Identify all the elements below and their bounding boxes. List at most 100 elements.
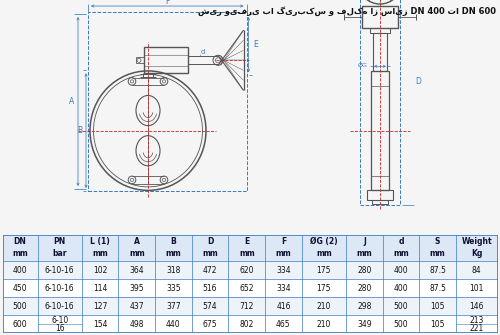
Bar (367, 190, 393, 200)
Text: mm: mm (276, 249, 291, 258)
Text: 400: 400 (394, 284, 408, 293)
Text: bar: bar (52, 249, 67, 258)
Text: 574: 574 (203, 302, 218, 311)
Text: 221: 221 (470, 324, 484, 333)
Text: 450: 450 (12, 284, 28, 293)
Text: d: d (201, 49, 205, 55)
Text: 280: 280 (357, 284, 372, 293)
Text: 318: 318 (166, 266, 180, 275)
Text: mm: mm (430, 249, 446, 258)
Text: 154: 154 (93, 320, 108, 329)
Text: 84: 84 (472, 266, 482, 275)
Text: 395: 395 (130, 284, 144, 293)
Bar (373, 33, 387, 71)
Text: S: S (435, 238, 440, 247)
Text: J: J (363, 238, 366, 247)
Bar (2, 261, 498, 279)
Text: F: F (281, 238, 286, 247)
Text: 802: 802 (240, 320, 254, 329)
Text: 465: 465 (276, 320, 290, 329)
Text: 400: 400 (394, 266, 408, 275)
Text: 335: 335 (166, 284, 180, 293)
Text: 213: 213 (470, 316, 484, 325)
Text: 101: 101 (470, 284, 484, 293)
Bar (144, 47, 188, 73)
Text: mm: mm (393, 249, 409, 258)
Text: 437: 437 (130, 302, 144, 311)
Text: D: D (207, 238, 214, 247)
Text: 416: 416 (276, 302, 290, 311)
Text: A: A (134, 238, 140, 247)
Text: E: E (244, 238, 250, 247)
Text: 6-10: 6-10 (51, 316, 68, 325)
Text: 400: 400 (12, 266, 28, 275)
Text: DN: DN (14, 238, 26, 247)
Bar (2, 234, 498, 261)
Text: E: E (253, 40, 258, 49)
Text: 114: 114 (93, 284, 108, 293)
Bar (2, 297, 498, 315)
Text: 280: 280 (357, 266, 372, 275)
Text: mm: mm (202, 249, 218, 258)
Text: L (1): L (1) (90, 238, 110, 247)
Text: 334: 334 (276, 266, 290, 275)
Text: B: B (78, 126, 82, 135)
Text: 127: 127 (93, 302, 108, 311)
Text: 175: 175 (316, 266, 331, 275)
Text: 6-10-16: 6-10-16 (45, 302, 74, 311)
Text: 712: 712 (240, 302, 254, 311)
Bar (360, 0, 400, 205)
Text: 498: 498 (130, 320, 144, 329)
Text: Kg: Kg (471, 249, 482, 258)
Text: 472: 472 (203, 266, 218, 275)
Text: ØG (2): ØG (2) (310, 238, 338, 247)
Text: B: B (170, 238, 176, 247)
Text: 298: 298 (357, 302, 372, 311)
Text: 105: 105 (430, 320, 445, 329)
Text: F: F (165, 0, 170, 5)
Text: 87.5: 87.5 (429, 266, 446, 275)
Text: PN: PN (54, 238, 66, 247)
Text: 675: 675 (203, 320, 218, 329)
Bar (2, 315, 498, 333)
Text: 210: 210 (316, 302, 331, 311)
Text: 500: 500 (394, 320, 408, 329)
Text: 620: 620 (240, 266, 254, 275)
Text: 500: 500 (394, 302, 408, 311)
Bar (372, 200, 388, 204)
Text: 652: 652 (240, 284, 254, 293)
Text: 500: 500 (12, 302, 28, 311)
Bar (2, 279, 498, 297)
Text: 16: 16 (55, 324, 64, 333)
Text: mm: mm (92, 249, 108, 258)
Text: Weight: Weight (462, 238, 492, 247)
Text: mm: mm (12, 249, 28, 258)
Text: 102: 102 (93, 266, 108, 275)
Text: mm: mm (356, 249, 372, 258)
Text: 105: 105 (430, 302, 445, 311)
Text: 175: 175 (316, 284, 331, 293)
Text: 516: 516 (203, 284, 218, 293)
Text: ØG: ØG (358, 63, 368, 68)
Bar (88, 12, 246, 191)
Text: 6-10-16: 6-10-16 (45, 266, 74, 275)
Bar (362, 6, 398, 28)
Text: mm: mm (239, 249, 254, 258)
Text: 349: 349 (357, 320, 372, 329)
Text: 377: 377 (166, 302, 180, 311)
Text: شیر ویفری با گیربکس و فلکه از سایز DN 400 تا DN 600: شیر ویفری با گیربکس و فلکه از سایز DN 40… (198, 6, 496, 16)
Text: 440: 440 (166, 320, 180, 329)
Text: D: D (415, 77, 421, 86)
Text: mm: mm (316, 249, 332, 258)
Text: 87.5: 87.5 (429, 284, 446, 293)
Text: 6-10-16: 6-10-16 (45, 284, 74, 293)
Text: 334: 334 (276, 284, 290, 293)
Text: 146: 146 (470, 302, 484, 311)
Text: d: d (398, 238, 404, 247)
Text: 210: 210 (316, 320, 331, 329)
Text: 600: 600 (12, 320, 28, 329)
Bar (370, 28, 390, 33)
Text: 364: 364 (130, 266, 144, 275)
Text: A: A (70, 97, 74, 106)
Text: mm: mm (166, 249, 182, 258)
